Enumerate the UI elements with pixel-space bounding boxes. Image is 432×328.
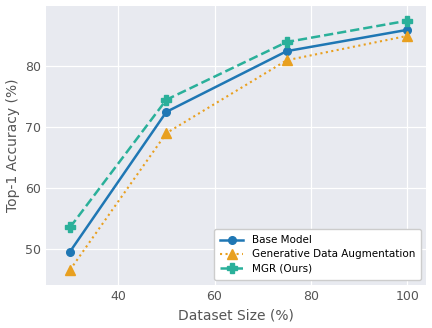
MGR (Ours) [164,98,169,102]
Base Model [405,28,410,32]
Legend: Base Model, Generative Data Augmentation, MGR (Ours): Base Model, Generative Data Augmentation… [214,229,421,280]
X-axis label: Dataset Size (%): Dataset Size (%) [178,308,294,322]
Generative Data Augmentation [284,58,289,62]
Line: Base Model: Base Model [66,26,411,256]
Base Model [67,250,73,254]
Y-axis label: Top-1 Accuracy (%): Top-1 Accuracy (%) [6,78,19,212]
Base Model [284,49,289,53]
MGR (Ours) [67,225,73,229]
Generative Data Augmentation [405,34,410,38]
MGR (Ours) [284,40,289,44]
Generative Data Augmentation [67,268,73,272]
Line: Generative Data Augmentation: Generative Data Augmentation [66,31,412,274]
Generative Data Augmentation [164,131,169,135]
Line: MGR (Ours): MGR (Ours) [66,16,412,232]
MGR (Ours) [405,19,410,23]
Base Model [164,110,169,114]
